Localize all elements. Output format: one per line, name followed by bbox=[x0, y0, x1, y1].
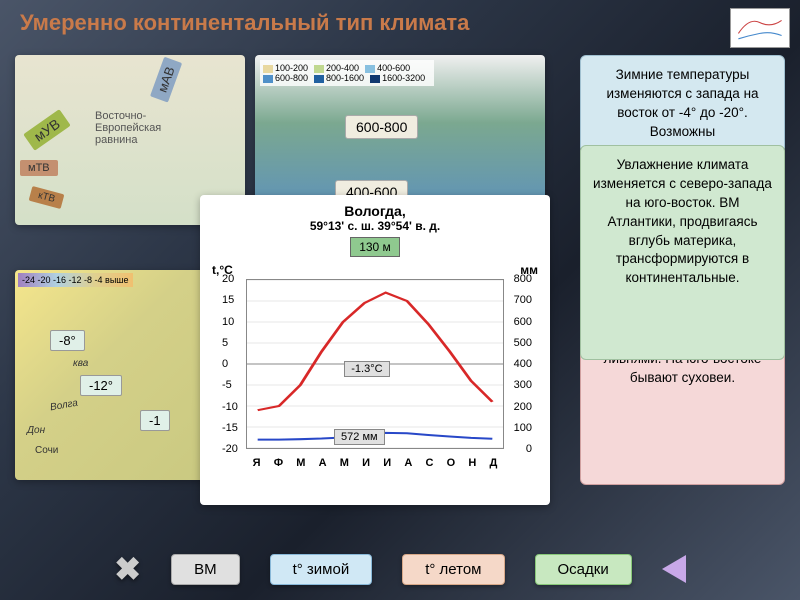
legend-item: 200-400 bbox=[314, 63, 359, 73]
precip-button[interactable]: Осадки bbox=[535, 554, 632, 585]
arrow-mtv: мТВ bbox=[20, 160, 58, 176]
temp-box-2: -1 bbox=[140, 410, 170, 431]
arrow-mav: мАВ bbox=[150, 56, 182, 102]
precip-box-0: 600-800 bbox=[345, 115, 418, 139]
river-0: ква bbox=[73, 358, 88, 369]
river-1: Волга bbox=[49, 398, 79, 414]
chart-coords: 59°13' с. ш. 39°54' в. д. bbox=[208, 219, 542, 233]
avg-temp-badge: -1.3°C bbox=[344, 361, 389, 377]
arrow-muv: мУВ bbox=[23, 109, 70, 151]
legend-item: 600-800 bbox=[263, 73, 308, 83]
arrow-ktv: кТВ bbox=[29, 186, 65, 209]
winter-text-panel: Зимние температуры изменяются с запада н… bbox=[580, 55, 785, 153]
temp-box-1: -12° bbox=[80, 375, 122, 396]
mini-chart-icon bbox=[730, 8, 790, 48]
legend-item: 1600-3200 bbox=[370, 73, 425, 83]
city-0: Сочи bbox=[35, 445, 58, 456]
summer-button[interactable]: t° летом bbox=[402, 554, 504, 585]
plain-label: Восточно- Европейская равнина bbox=[95, 110, 161, 146]
winter-button[interactable]: t° зимой bbox=[270, 554, 373, 585]
prev-arrow[interactable] bbox=[662, 555, 686, 583]
legend-item: 800-1600 bbox=[314, 73, 364, 83]
month-axis: ЯФМАМИИАСОНД bbox=[246, 457, 504, 469]
humid-text-panel: Увлажнение климата изменяется с северо-з… bbox=[580, 145, 785, 360]
river-2: Дон bbox=[27, 425, 45, 436]
chart-area: t,°C мм -1.3°C 572 мм 20151050-5-10-15-2… bbox=[208, 261, 542, 471]
bottom-nav: ✖ ВМ t° зимой t° летом Осадки bbox=[0, 550, 800, 588]
temp-scale: -24 -20 -16 -12 -8 -4 выше bbox=[18, 273, 133, 287]
temp-box-0: -8° bbox=[50, 330, 85, 351]
elevation-badge: 130 м bbox=[350, 237, 400, 257]
precip-legend: 100-200 200-400 400-600 600-800 800-1600 1600… bbox=[260, 60, 434, 86]
climate-chart: Вологда, 59°13' с. ш. 39°54' в. д. 130 м… bbox=[200, 195, 550, 505]
close-button[interactable]: ✖ bbox=[114, 550, 141, 588]
legend-item: 400-600 bbox=[365, 63, 410, 73]
page-title: Умеренно континентальный тип климата bbox=[0, 0, 800, 46]
chart-location: Вологда, bbox=[208, 203, 542, 219]
total-precip-badge: 572 мм bbox=[334, 429, 385, 445]
vm-button[interactable]: ВМ bbox=[171, 554, 240, 585]
legend-item: 100-200 bbox=[263, 63, 308, 73]
